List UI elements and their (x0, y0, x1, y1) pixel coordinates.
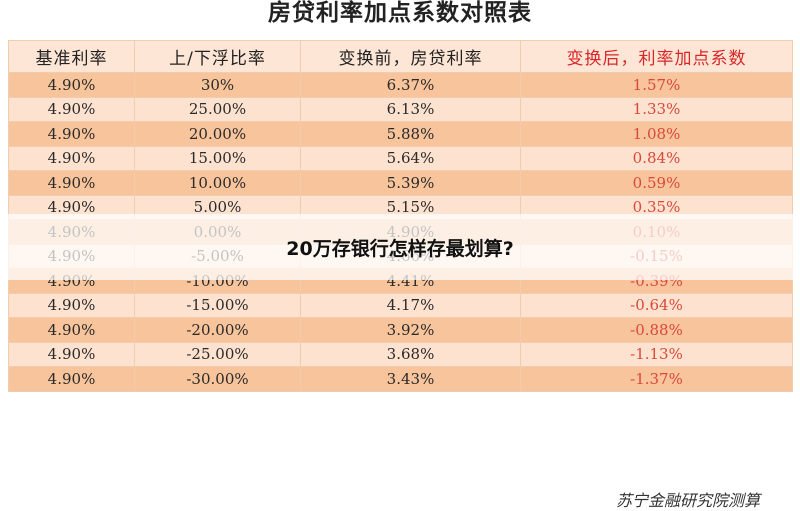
header-before-rate: 变换前，房贷利率 (300, 40, 521, 73)
table-header-row: 基准利率 上/下浮比率 变换前，房贷利率 变换后，利率加点系数 (8, 40, 793, 73)
cell-after-points: 0.84% (520, 145, 793, 171)
page-title: 房贷利率加点系数对照表 (268, 0, 532, 26)
cell-float-ratio: 30% (134, 72, 301, 98)
cell-after-points: -0.88% (520, 317, 793, 343)
cell-base-rate: 4.90% (8, 96, 135, 122)
cell-base-rate: 4.90% (8, 145, 135, 171)
cell-float-ratio: 10.00% (134, 170, 301, 196)
table-row: 4.90% 30% 6.37% 1.57% (8, 72, 793, 98)
table-row: 4.90% -20.00% 3.92% -0.88% (8, 317, 793, 343)
cell-after-points: 1.08% (520, 121, 793, 147)
cell-before-rate: 5.88% (300, 121, 521, 147)
cell-base-rate: 4.90% (8, 121, 135, 147)
cell-before-rate: 6.37% (300, 72, 521, 98)
cell-before-rate: 3.68% (300, 341, 521, 367)
table-row: 4.90% 25.00% 6.13% 1.33% (8, 96, 793, 122)
cell-float-ratio: 25.00% (134, 96, 301, 122)
cell-before-rate: 4.17% (300, 292, 521, 318)
table-row: 4.90% -30.00% 3.43% -1.37% (8, 366, 793, 392)
table-row: 4.90% -25.00% 3.68% -1.13% (8, 341, 793, 367)
table-row: 4.90% -15.00% 4.17% -0.64% (8, 292, 793, 318)
table-row: 4.90% 15.00% 5.64% 0.84% (8, 145, 793, 171)
cell-base-rate: 4.90% (8, 292, 135, 318)
table-row: 4.90% 10.00% 5.39% 0.59% (8, 170, 793, 196)
source-caption: 苏宁金融研究院测算 (615, 491, 760, 510)
cell-after-points: 0.59% (520, 170, 793, 196)
cell-before-rate: 5.39% (300, 170, 521, 196)
header-base-rate: 基准利率 (8, 40, 135, 73)
cell-float-ratio: -30.00% (134, 366, 301, 392)
cell-base-rate: 4.90% (8, 317, 135, 343)
header-float-ratio: 上/下浮比率 (134, 40, 301, 73)
cell-float-ratio: -20.00% (134, 317, 301, 343)
cell-before-rate: 3.92% (300, 317, 521, 343)
cell-base-rate: 4.90% (8, 366, 135, 392)
cell-after-points: -1.37% (520, 366, 793, 392)
cell-before-rate: 3.43% (300, 366, 521, 392)
cell-base-rate: 4.90% (8, 341, 135, 367)
overlay-title: 20万存银行怎样存最划算? (286, 237, 514, 260)
cell-base-rate: 4.90% (8, 72, 135, 98)
cell-before-rate: 6.13% (300, 96, 521, 122)
header-after-points: 变换后，利率加点系数 (520, 40, 793, 73)
overlay-banner: 20万存银行怎样存最划算? (0, 214, 800, 280)
cell-float-ratio: 15.00% (134, 145, 301, 171)
cell-before-rate: 5.64% (300, 145, 521, 171)
cell-after-points: -1.13% (520, 341, 793, 367)
cell-float-ratio: -15.00% (134, 292, 301, 318)
cell-after-points: 1.33% (520, 96, 793, 122)
cell-after-points: -0.64% (520, 292, 793, 318)
cell-after-points: 1.57% (520, 72, 793, 98)
table-row: 4.90% 20.00% 5.88% 1.08% (8, 121, 793, 147)
cell-float-ratio: 20.00% (134, 121, 301, 147)
cell-base-rate: 4.90% (8, 170, 135, 196)
cell-float-ratio: -25.00% (134, 341, 301, 367)
